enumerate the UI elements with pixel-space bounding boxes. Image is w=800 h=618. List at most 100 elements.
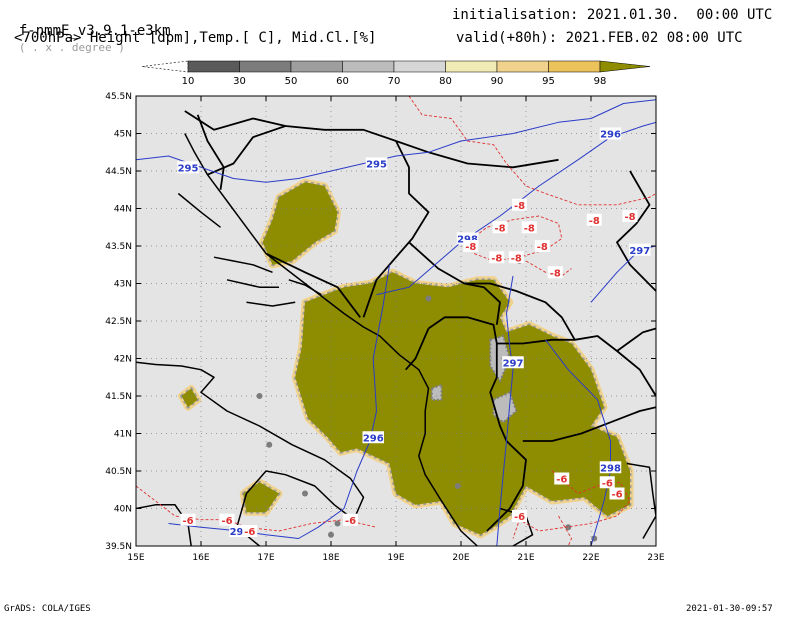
- country-border: [496, 335, 656, 397]
- temperature-contour-label: -6: [556, 475, 567, 486]
- country-border: [362, 140, 430, 318]
- colorbar: 10 30 50 60 70 80 90 95 98: [141, 60, 651, 87]
- lon-label: 18E: [322, 553, 339, 563]
- coastline: [246, 301, 296, 307]
- latitude-labels: 45.5N 45N 44.5N 44N 43.5N 43N 42.5N 42N 41.5N 41N…: [105, 92, 132, 552]
- temperature-contour-label-box: [508, 251, 524, 264]
- temperature-contour: [558, 515, 572, 546]
- lat-label: 45N: [114, 130, 132, 140]
- temperature-contour-label: -8: [550, 268, 561, 279]
- temperature-contour-label: -6: [611, 490, 622, 501]
- lat-label: 40.5N: [105, 467, 132, 477]
- cloud-speck: [256, 393, 263, 399]
- temperature-contour-label-box: [622, 210, 638, 222]
- projection-note: ( . x . degree ): [18, 41, 125, 54]
- temperature-contour-label-box: [554, 472, 570, 485]
- country-border: [405, 328, 430, 371]
- cloud-area: [295, 272, 630, 535]
- temperature-contour-label-box: [547, 266, 563, 279]
- temperature-contour-label: -6: [514, 512, 525, 523]
- country-border: [427, 316, 498, 344]
- height-contour-label: 298: [600, 463, 621, 474]
- cloud-area: [181, 388, 198, 408]
- country-border: [616, 170, 656, 292]
- height-contour-label-box: [365, 157, 388, 170]
- temperature-contour-label-box: [492, 221, 508, 234]
- temperature-contour-label: -8: [494, 223, 505, 234]
- coastline: [136, 504, 192, 546]
- height-contour-label-box: [629, 243, 651, 256]
- temperature-contour-label-box: [180, 513, 196, 526]
- temperature-contour-label-box: [599, 476, 615, 489]
- country-border: [196, 114, 225, 190]
- temperature-contour-label: -8: [514, 201, 525, 212]
- cloud-cover-layer: [178, 178, 634, 542]
- colorbar-label: 10: [182, 76, 195, 87]
- axis-ticks: [135, 95, 657, 547]
- lon-label: 19E: [387, 553, 404, 563]
- lon-label: 23E: [647, 553, 664, 563]
- model-title: f-nmmE_v3.9.1-e3km ( . x . degree ): [2, 7, 171, 56]
- temperature-contour-label-box: [534, 240, 550, 252]
- lon-label: 20E: [452, 553, 469, 563]
- footer-timestamp: 2021-01-30-09:57: [686, 604, 773, 614]
- height-contour-label-box: [362, 431, 384, 444]
- colorbar-high-arrow: [599, 60, 651, 73]
- lon-label: 17E: [257, 553, 274, 563]
- colorbar-segment: [445, 60, 498, 73]
- height-contour-label: 296: [363, 433, 384, 444]
- lat-label: 44.5N: [105, 167, 132, 177]
- coastline: [177, 192, 221, 228]
- cloud-speck: [454, 483, 461, 489]
- temperature-contour-label: -6: [244, 527, 255, 538]
- colorbar-label: 95: [542, 76, 555, 87]
- footer-credit: GrADS: COLA/IGES: [4, 604, 91, 614]
- colorbar-label: 98: [594, 76, 607, 87]
- lon-label: 22E: [582, 553, 599, 563]
- cloud-speck: [302, 490, 308, 497]
- cloud-speck: [565, 524, 572, 531]
- lon-label: 15E: [127, 553, 144, 563]
- coastline: [226, 279, 279, 288]
- temperature-contour-label: -8: [589, 216, 600, 227]
- height-contour-label: 297: [503, 358, 524, 369]
- coastline: [136, 361, 365, 546]
- temperature-contour: [512, 470, 631, 539]
- cloud-speck: [425, 295, 432, 302]
- colorbar-segment: [393, 60, 446, 73]
- model-name: f-nmmE_v3.9.1-e3km: [18, 23, 171, 39]
- lat-label: 39.5N: [105, 542, 132, 552]
- longitude-labels: 15E 16E 17E 18E 19E 20E 21E 22E 23E: [127, 553, 664, 563]
- variables-title: <700hPa> Height [dpm],Temp.[ C], Mid.Cl.…: [14, 30, 377, 46]
- height-contour-label: 296: [600, 130, 621, 141]
- country-border: [616, 327, 656, 352]
- cloud-gap: [489, 334, 511, 384]
- coastline: [213, 256, 273, 274]
- country-border: [408, 241, 501, 325]
- temperature-contour-label: -8: [624, 212, 635, 223]
- height-contour: [460, 121, 656, 243]
- coastline: [626, 462, 656, 539]
- colorbar-label: 70: [388, 76, 401, 87]
- country-border: [265, 252, 361, 318]
- height-contour-label: 295: [230, 527, 251, 538]
- lat-label: 42.5N: [105, 317, 132, 327]
- height-contour-label: 295: [366, 160, 387, 171]
- cloud-area: [262, 182, 338, 265]
- colorbar-label: 80: [439, 76, 452, 87]
- height-contour: [376, 241, 462, 296]
- colorbar-low-arrow: [141, 60, 189, 73]
- temperature-contour-label: -8: [524, 223, 535, 234]
- lat-label: 45.5N: [105, 92, 132, 102]
- colorbar-label: 50: [285, 76, 298, 87]
- temperature-contour-label: -6: [221, 516, 232, 527]
- temperature-contour: [136, 485, 377, 532]
- lat-label: 41N: [114, 430, 132, 440]
- temperature-contour-label-box: [521, 221, 537, 234]
- colorbar-segment: [496, 60, 549, 73]
- colorbar-segment: [548, 60, 601, 73]
- temperature-contour-label-box: [242, 525, 258, 537]
- colorbar-label: 90: [491, 76, 504, 87]
- height-contour-label-box: [599, 127, 622, 140]
- lat-label: 44N: [114, 205, 132, 215]
